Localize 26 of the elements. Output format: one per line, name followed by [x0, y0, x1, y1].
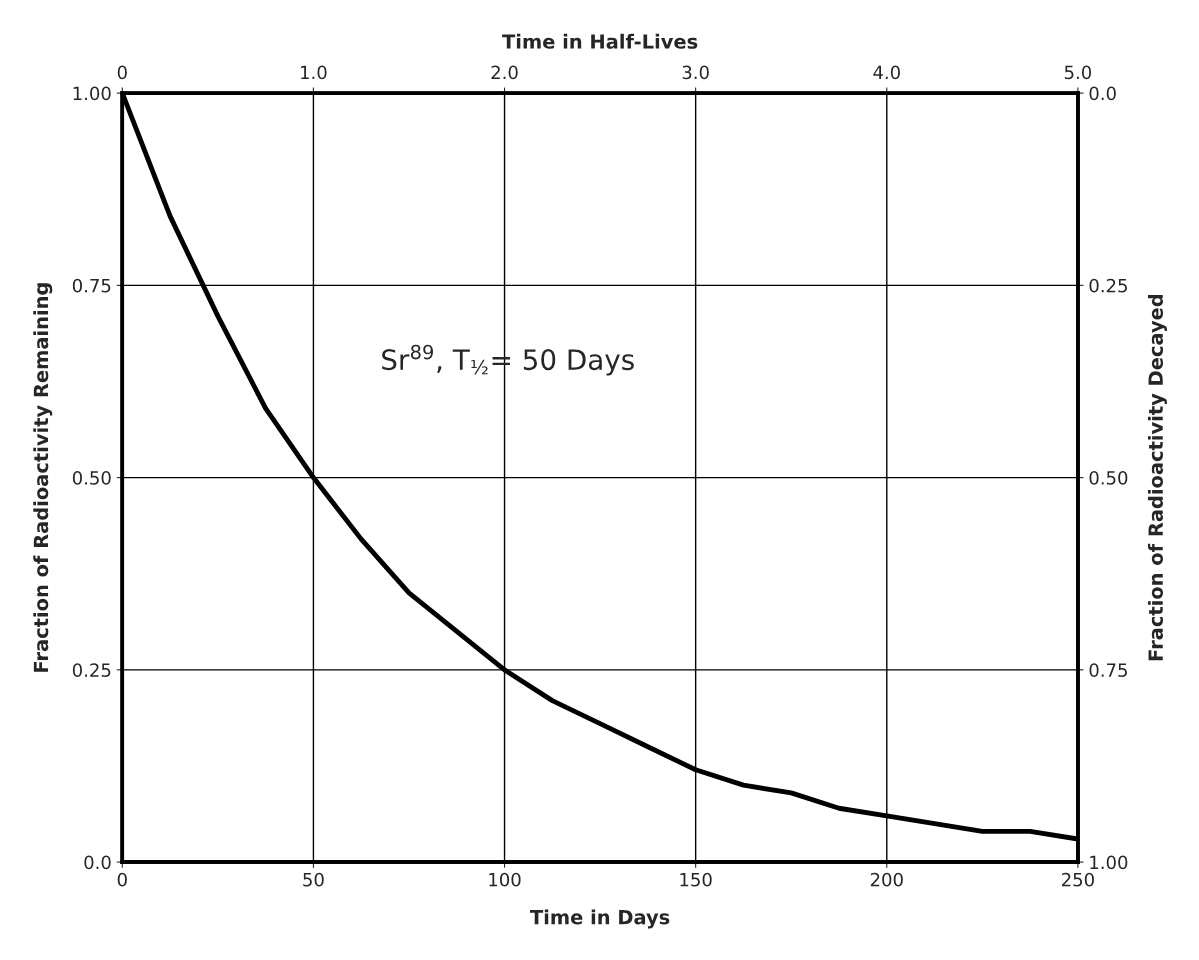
y-tick-label: 0.50 [72, 471, 111, 485]
x2-tick-label: 1.0 [301, 65, 327, 80]
x-tick-label: 0 [117, 872, 127, 887]
x2-tick-label: 4.0 [873, 65, 900, 80]
x-tick-label: 250 [1061, 872, 1094, 887]
y2-tick-label: 0.0 [1089, 86, 1116, 101]
x-tick-label: 150 [680, 872, 712, 887]
x2-tick-label: 2.0 [491, 65, 518, 80]
x-tick-label: 50 [303, 872, 324, 887]
x-tick-label: 100 [489, 872, 521, 887]
x2-tick-label: 3.0 [682, 65, 709, 80]
x2-tick-label: 5.0 [1064, 65, 1092, 80]
x-tick-label: 200 [870, 872, 903, 887]
y-tick-label: 1.00 [73, 86, 111, 101]
y2-axis-title: Fraction of Radioactivity Decayed [1147, 294, 1167, 661]
y-tick-label: 0.0 [84, 855, 111, 870]
x-axis-title: Time in Days [530, 909, 670, 929]
y2-tick-label: 0.50 [1089, 471, 1128, 485]
y2-tick-label: 0.25 [1089, 278, 1127, 293]
y2-tick-label: 1.00 [1090, 855, 1128, 870]
y-axis-title: Fraction of Radioactivity Remaining [33, 283, 53, 672]
y-tick-label: 0.25 [72, 663, 111, 677]
x2-axis-title: Time in Half-Lives [502, 33, 698, 49]
y-tick-label: 0.75 [72, 278, 111, 293]
x2-tick-label: 0 [117, 65, 127, 80]
y2-tick-label: 0.75 [1089, 663, 1127, 677]
